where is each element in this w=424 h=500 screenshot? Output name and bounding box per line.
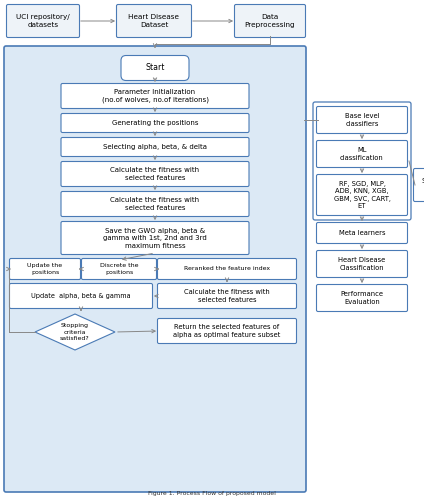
Text: ML
classification: ML classification [340,147,384,161]
Text: Base level
classifiers: Base level classifiers [345,114,379,126]
Text: Heart Disease
Classification: Heart Disease Classification [338,257,385,271]
FancyBboxPatch shape [316,222,407,244]
Text: Parameter Initialization
(no.of wolves, no.of iterations): Parameter Initialization (no.of wolves, … [101,89,209,103]
Text: Update  alpha, beta & gamma: Update alpha, beta & gamma [31,293,131,299]
Text: Calculate the fitness with
selected features: Calculate the fitness with selected feat… [110,197,200,211]
Text: Data
Preprocessing: Data Preprocessing [245,14,295,28]
Text: Stopping
criteria
satisfied?: Stopping criteria satisfied? [60,324,90,340]
FancyBboxPatch shape [6,4,80,38]
FancyBboxPatch shape [81,258,156,280]
FancyBboxPatch shape [413,168,424,202]
Text: Discrete the
positions: Discrete the positions [100,264,138,274]
Text: Start: Start [145,64,165,72]
FancyBboxPatch shape [61,222,249,254]
FancyBboxPatch shape [316,106,407,134]
Text: Figure 1. Process Flow of proposed model: Figure 1. Process Flow of proposed model [148,492,276,496]
Text: Performance
Evaluation: Performance Evaluation [340,291,383,304]
Text: Heart Disease
Dataset: Heart Disease Dataset [128,14,179,28]
FancyBboxPatch shape [9,258,81,280]
FancyBboxPatch shape [157,318,296,344]
Text: Save the GWO alpha, beta &
gamma with 1st, 2nd and 3rd
maximum fitness: Save the GWO alpha, beta & gamma with 1s… [103,228,207,248]
FancyBboxPatch shape [316,174,407,216]
FancyBboxPatch shape [4,46,306,492]
FancyBboxPatch shape [316,284,407,312]
FancyBboxPatch shape [234,4,306,38]
Text: Calculate the fitness with
selected features: Calculate the fitness with selected feat… [110,167,200,180]
Text: Calculate the fitness with
selected features: Calculate the fitness with selected feat… [184,289,270,302]
FancyBboxPatch shape [121,56,189,80]
FancyBboxPatch shape [61,162,249,186]
Text: Selecting alpha, beta, & delta: Selecting alpha, beta, & delta [103,144,207,150]
Polygon shape [35,314,115,350]
FancyBboxPatch shape [61,192,249,216]
Text: UCI repository/
datasets: UCI repository/ datasets [16,14,70,28]
FancyBboxPatch shape [9,284,153,308]
Text: RF, SGD, MLP,
ADB, KNN, XGB,
GBM, SVC, CART,
ET: RF, SGD, MLP, ADB, KNN, XGB, GBM, SVC, C… [334,180,391,209]
Text: Return the selected features of
alpha as optimal feature subset: Return the selected features of alpha as… [173,324,281,338]
FancyBboxPatch shape [316,140,407,168]
Text: Generating the positions: Generating the positions [112,120,198,126]
Text: Update the
positions: Update the positions [28,264,63,274]
FancyBboxPatch shape [117,4,192,38]
Text: Reranked the feature index: Reranked the feature index [184,266,270,272]
FancyBboxPatch shape [61,84,249,108]
FancyBboxPatch shape [316,250,407,278]
FancyBboxPatch shape [61,114,249,132]
FancyBboxPatch shape [157,284,296,308]
Text: Meta learners: Meta learners [339,230,385,236]
FancyBboxPatch shape [61,138,249,156]
FancyBboxPatch shape [157,258,296,280]
Text: Stacked ML
classifiers: Stacked ML classifiers [422,178,424,192]
